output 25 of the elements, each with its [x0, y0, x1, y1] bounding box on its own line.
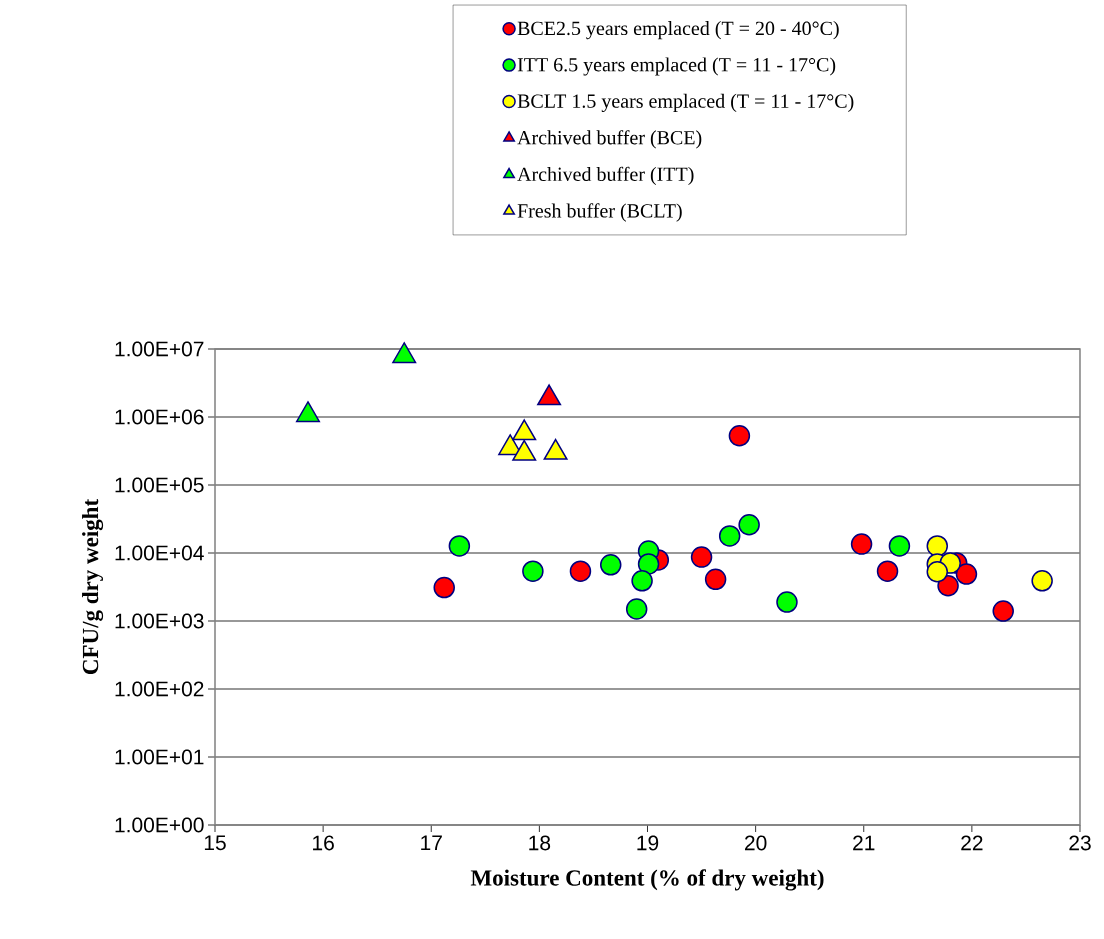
x-tick-label: 17 [421, 835, 442, 850]
x-tick-label: 16 [313, 835, 334, 851]
x-tick-label: 15 [204, 835, 226, 851]
x-tick-label: 18 [529, 835, 551, 851]
y-tick-label: 1.00E+07 [115, 341, 204, 357]
y-axis-title: CFU/g dry weight [82, 498, 104, 675]
x-axis-title: Moisture Content (% of dry weight) [470, 869, 824, 891]
x-tick-label: 22 [961, 835, 983, 851]
y-tick-label: 1.00E+01 [115, 749, 204, 765]
legend-label: BCLT 1.5 years emplaced (T = 11 - 17°C) [517, 93, 854, 112]
legend-label: Fresh buffer (BCLT) [517, 203, 682, 222]
y-tick-label: 1.00E+05 [115, 477, 204, 493]
y-tick-label: 1.00E+03 [115, 613, 204, 629]
legend-label: BCE2.5 years emplaced (T = 20 - 40°C) [517, 21, 839, 40]
y-tick-label: 1.00E+06 [115, 409, 204, 425]
x-tick-label: 21 [853, 835, 875, 851]
x-tick-label: 19 [637, 835, 659, 851]
legend-label: Archived buffer (ITT) [517, 166, 694, 186]
x-tick-label: 23 [1069, 835, 1091, 851]
x-tick-label: 20 [744, 835, 767, 851]
y-tick-label: 1.00E+00 [115, 817, 204, 833]
y-tick-label: 1.00E+02 [115, 681, 204, 697]
legend-label: Archived buffer (BCE) [517, 130, 702, 149]
legend-label: ITT 6.5 years emplaced (T = 11 - 17°C) [517, 57, 836, 76]
y-tick-label: 1.00E+04 [115, 545, 204, 561]
